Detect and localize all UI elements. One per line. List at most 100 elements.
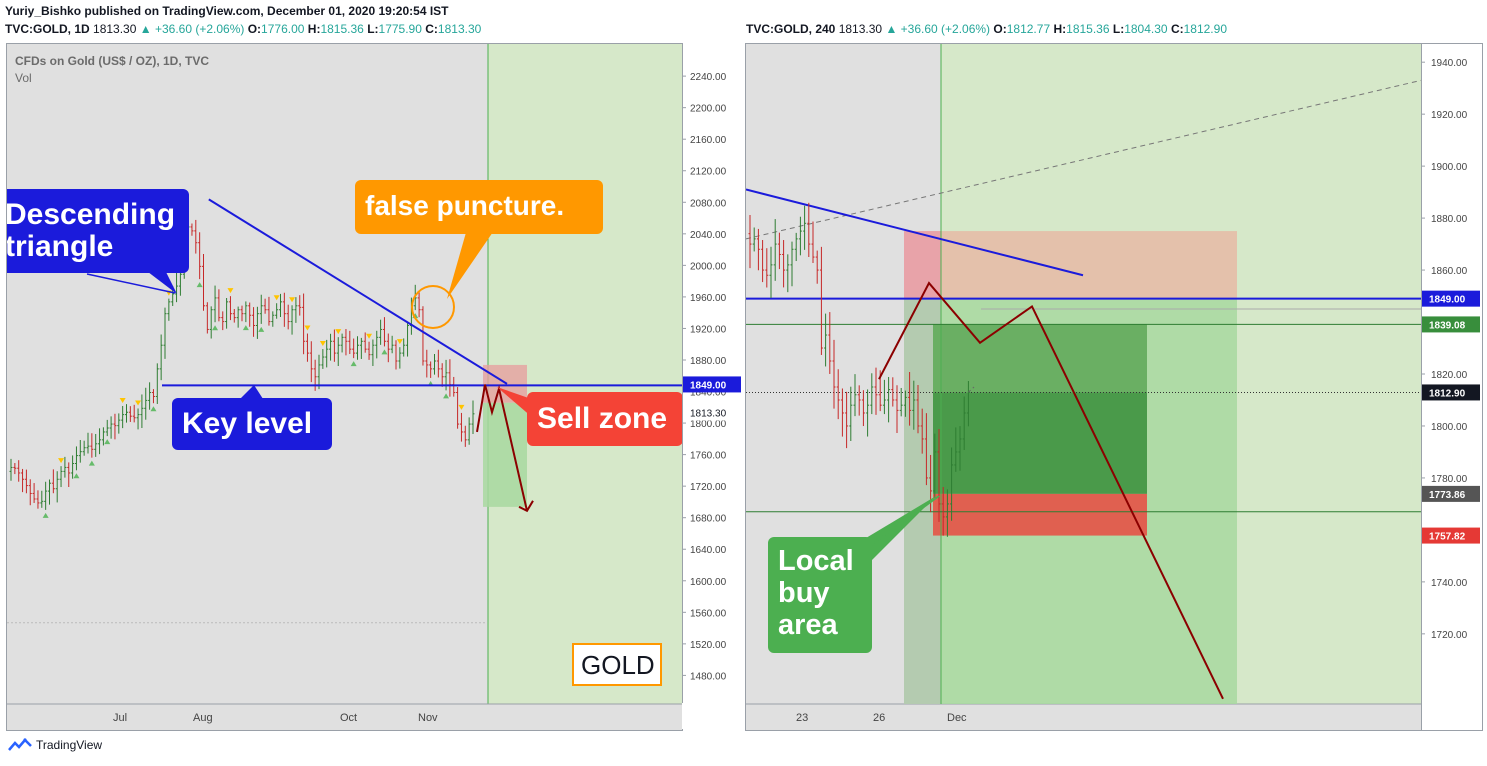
fractal-up-marker — [42, 512, 49, 518]
x-tick-label: Oct — [340, 712, 357, 724]
price-tag: 1813.30 — [690, 409, 727, 420]
x-tick-label: Jul — [113, 712, 127, 724]
y-tick-label: 1640.00 — [690, 545, 727, 556]
stop-zone — [933, 493, 1147, 536]
time-axis-bg — [7, 704, 682, 730]
y-tick-label: 2120.00 — [690, 167, 727, 178]
fractal-up-marker — [242, 325, 249, 331]
publisher-line: Yuriy_Bishko published on TradingView.co… — [5, 4, 449, 18]
price-tag-bg — [683, 376, 741, 393]
h4-chart-svg[interactable]: Local buy area 1940.00 1920.00 1900.00 1880.00… — [746, 44, 1482, 730]
fractal-down-marker — [135, 400, 142, 406]
y-tick-label: 1520.00 — [690, 640, 727, 651]
y-tick-label: 1800.00 — [1431, 422, 1468, 433]
price-tag-bg — [1422, 290, 1480, 307]
price-tag-bg — [1422, 384, 1480, 401]
forecast-arrowhead — [518, 500, 534, 513]
y-tick-label: 1780.00 — [1431, 474, 1468, 485]
callout-leader — [863, 495, 940, 551]
callout-local-buy-area: Local buy area — [778, 545, 854, 641]
fractal-down-marker — [366, 333, 373, 339]
fractal-down-marker — [319, 341, 326, 347]
daily-chart-pane[interactable]: Descending triangle false puncture. Key lev… — [6, 43, 683, 731]
y-tick-label: 2240.00 — [690, 72, 727, 83]
fractal-up-marker — [104, 439, 111, 445]
dashed-trendline — [746, 79, 1422, 240]
y-tick-label: 2080.00 — [690, 198, 727, 209]
callout-key-level: Key level — [182, 407, 312, 440]
y-tick-label: 1880.00 — [1431, 214, 1468, 225]
sell-zone-box — [904, 231, 1237, 299]
target-box — [483, 402, 527, 507]
fractal-down-marker — [273, 295, 280, 301]
y-tick-label: 1720.00 — [690, 482, 727, 493]
daily-price-axis[interactable]: 2240.00 2200.00 2160.00 2120.00 2080.00 2040.… — [682, 43, 744, 729]
callout-local-buy-area-bg — [768, 537, 872, 653]
descending-trendline — [208, 198, 508, 385]
y-tick-label: 1860.00 — [1431, 266, 1468, 277]
y-tick-label: 1760.00 — [690, 451, 727, 462]
y-tick-label: 1880.00 — [690, 356, 727, 367]
profit-zone-upper — [933, 324, 1147, 393]
right-price: 1813.30 — [838, 22, 883, 36]
fractal-down-marker — [304, 325, 311, 331]
callout-key-level-bg — [172, 398, 332, 450]
y-tick-label: 1800.00 — [690, 419, 727, 430]
price-tag: 1757.82 — [1429, 532, 1466, 543]
tradingview-logo-icon — [8, 738, 32, 751]
price-tag-bg — [683, 404, 741, 421]
y-tick-label: 1960.00 — [690, 293, 727, 304]
right-ohlc-header: TVC:GOLD, 240 1813.30 ▲ +36.60 (+2.06%) … — [746, 22, 1227, 36]
price-tag-bg — [1422, 527, 1480, 544]
false-puncture-circle — [411, 285, 455, 329]
x-tick-label: Dec — [947, 712, 967, 724]
fractal-up-marker — [258, 326, 265, 332]
right-change: ▲ +36.60 (+2.06%) — [885, 22, 991, 36]
tradingview-footer[interactable]: TradingView — [8, 738, 102, 752]
callout-descending-triangle-bg — [7, 189, 189, 273]
fractal-up-marker — [196, 282, 203, 288]
callout-leader — [86, 273, 176, 294]
price-tag-bg — [1422, 316, 1480, 333]
callout-sell-zone-bg — [527, 392, 682, 446]
y-tick-label: 2200.00 — [690, 104, 727, 115]
tradingview-brand: TradingView — [36, 738, 103, 752]
right-symbol: TVC:GOLD, 240 — [746, 22, 836, 36]
callout-false-puncture-bg — [355, 180, 603, 234]
callout-pointer — [237, 385, 265, 402]
y-tick-label: 2160.00 — [690, 135, 727, 146]
h4-chart-pane[interactable]: Local buy area 1940.00 1920.00 1900.00 1880.00… — [745, 43, 1483, 731]
fractal-down-marker — [58, 458, 65, 464]
y-tick-label: 1900.00 — [1431, 162, 1468, 173]
price-tag: 1849.00 — [1429, 295, 1466, 306]
y-tick-label: 1840.00 — [690, 388, 727, 399]
fractal-up-marker — [212, 325, 219, 331]
callout-pointer — [447, 229, 495, 299]
fractal-up-marker — [150, 406, 157, 412]
x-tick-label: Nov — [418, 712, 438, 724]
callout-false-puncture: false puncture. — [365, 190, 564, 221]
descending-trendline — [746, 188, 1084, 277]
fractal-up-marker — [350, 361, 357, 367]
daily-chart-svg[interactable]: Descending triangle false puncture. Key lev… — [7, 44, 682, 730]
fractal-down-marker — [227, 288, 234, 294]
left-change: ▲ +36.60 (+2.06%) — [139, 22, 245, 36]
y-tick-label: 1940.00 — [1431, 58, 1468, 69]
gold-watermark: GOLD — [581, 650, 655, 680]
fractal-down-marker — [396, 339, 403, 345]
callout-sell-zone: Sell zone — [537, 402, 667, 435]
forecast-path — [878, 281, 1224, 700]
chart-title: CFDs on Gold (US$ / OZ), 1D, TVC — [15, 54, 209, 68]
left-symbol: TVC:GOLD, 1D — [5, 22, 90, 36]
left-price: 1813.30 — [93, 22, 137, 36]
left-ohlc-header: TVC:GOLD, 1D 1813.30 ▲ +36.60 (+2.06%) O… — [5, 22, 482, 36]
y-tick-label: 1560.00 — [690, 608, 727, 619]
y-tick-label: 1480.00 — [690, 671, 727, 682]
fractal-up-marker — [443, 393, 450, 399]
axis-corner — [682, 703, 744, 729]
fractal-up-marker — [381, 349, 388, 355]
fractal-down-marker — [458, 404, 465, 410]
y-tick-label: 2040.00 — [690, 230, 727, 241]
fractal-up-marker — [88, 460, 95, 466]
y-tick-label: 1920.00 — [690, 324, 727, 335]
